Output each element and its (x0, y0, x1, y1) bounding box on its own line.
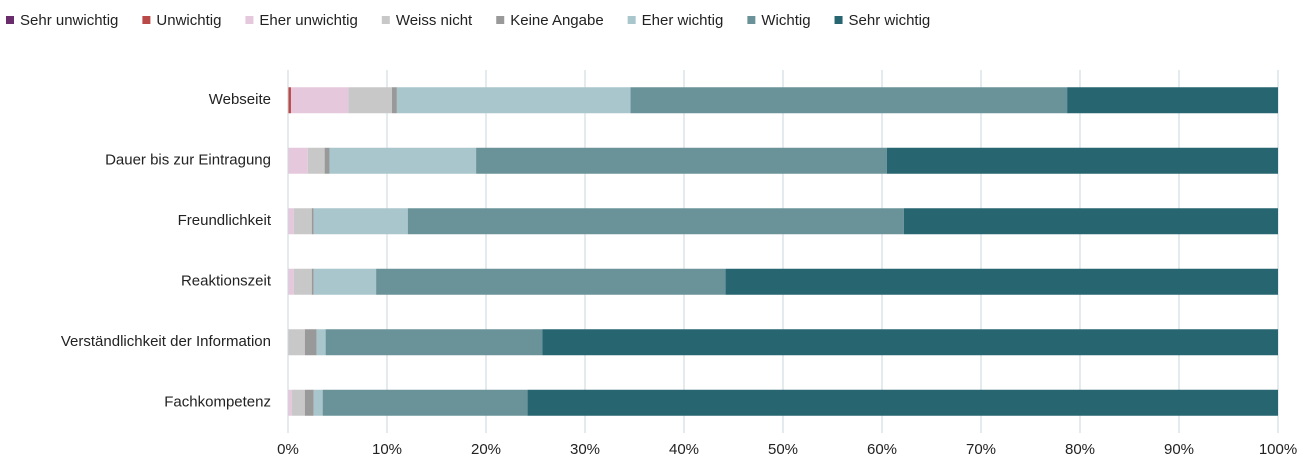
y-tick-label: Reaktionszeit (181, 273, 272, 290)
x-tick-label: 0% (277, 441, 299, 458)
bar-segment (304, 329, 317, 356)
legend-label: Sehr unwichtig (20, 12, 118, 29)
bar-segment (725, 268, 1278, 295)
legend-swatch (627, 16, 636, 24)
bar-segment (329, 147, 477, 174)
bar-segment (288, 147, 308, 174)
bar-segment (407, 208, 904, 235)
legend-swatch (496, 16, 505, 24)
bar-segment (307, 147, 325, 174)
bar-segment (288, 268, 294, 295)
bar-segment (313, 389, 323, 416)
legend-swatch (245, 16, 254, 24)
bar-segment (396, 87, 631, 114)
bar-segment (348, 87, 392, 114)
legend-label: Weiss nicht (396, 12, 473, 29)
bar-segment (304, 389, 314, 416)
y-tick-label: Webseite (209, 91, 271, 108)
y-tick-label: Fachkompetenz (164, 394, 271, 411)
bar-segment (391, 87, 397, 114)
y-tick-label: Freundlichkeit (178, 212, 272, 229)
bar-segment (311, 268, 314, 295)
bar-segment (288, 87, 291, 114)
bar-segment (288, 389, 292, 416)
bar-segment (316, 329, 326, 356)
legend-label: Keine Angabe (510, 12, 603, 29)
bar-segment (376, 268, 726, 295)
bar-segment (527, 389, 1278, 416)
x-tick-label: 40% (669, 441, 699, 458)
bar-segment (313, 268, 377, 295)
bar-segment (903, 208, 1278, 235)
bar-segment (325, 329, 543, 356)
x-tick-label: 30% (570, 441, 600, 458)
bar-segment (291, 389, 305, 416)
bar-segment (542, 329, 1278, 356)
legend-label: Sehr wichtig (849, 12, 931, 29)
bar-segment (324, 147, 330, 174)
bar-segment (886, 147, 1278, 174)
legend-swatch (142, 16, 151, 24)
bar-segment (288, 329, 305, 356)
legend-swatch (747, 16, 756, 24)
legend-swatch (834, 16, 843, 24)
bar-segment (476, 147, 887, 174)
bar-segment (1067, 87, 1278, 114)
bar-segment (288, 208, 294, 235)
x-tick-label: 70% (966, 441, 996, 458)
bar-segment (313, 208, 408, 235)
bar-segment (630, 87, 1068, 114)
legend-swatch (6, 16, 14, 24)
legend-label: Eher wichtig (642, 12, 724, 29)
x-tick-label: 20% (471, 441, 501, 458)
x-tick-label: 60% (867, 441, 897, 458)
bar-segment (322, 389, 528, 416)
bar-segment (290, 87, 349, 114)
legend-label: Eher unwichtig (259, 12, 357, 29)
x-tick-label: 10% (372, 441, 402, 458)
x-tick-label: 80% (1065, 441, 1095, 458)
legend-label: Unwichtig (156, 12, 221, 29)
y-tick-label: Verständlichkeit der Information (61, 333, 271, 350)
bar-segment (311, 208, 314, 235)
x-tick-label: 50% (768, 441, 798, 458)
bar-segment (293, 208, 312, 235)
legend-swatch (381, 16, 390, 24)
y-tick-label: Dauer bis zur Eintragung (105, 152, 271, 169)
legend-label: Wichtig (761, 12, 810, 29)
x-tick-label: 90% (1164, 441, 1194, 458)
x-tick-label: 100% (1259, 441, 1297, 458)
bar-segment (293, 268, 312, 295)
